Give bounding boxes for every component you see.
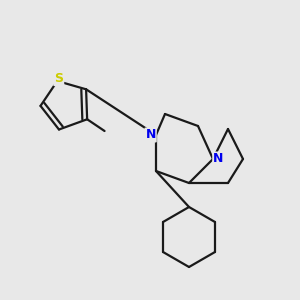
Text: N: N	[146, 128, 156, 142]
Text: S: S	[54, 72, 63, 85]
Text: N: N	[213, 152, 224, 166]
